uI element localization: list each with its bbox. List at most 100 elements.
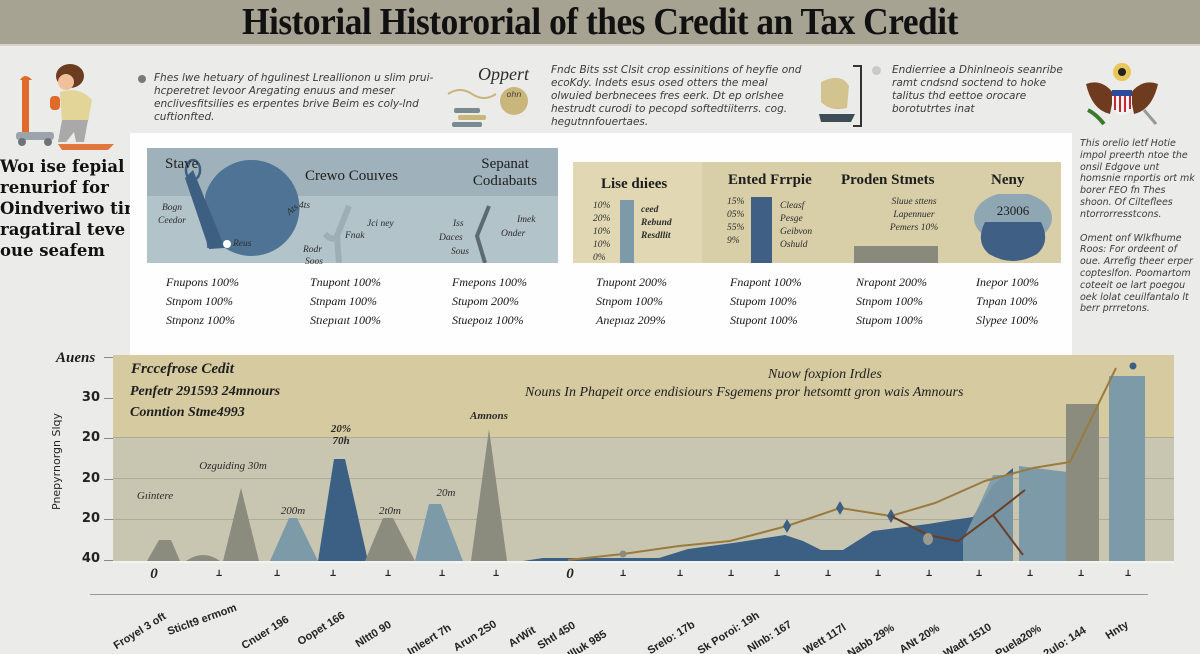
panel-title: Proden Stmets <box>841 172 935 188</box>
y-tick <box>104 479 114 480</box>
left-heading-line: Woı ise fepial <box>0 157 125 176</box>
panel-label: 4ts <box>299 201 311 211</box>
x-category-label: Froyel 3 oft <box>111 610 169 652</box>
left-heading-line: renuriof for <box>0 178 109 197</box>
x-tick-label: 0 <box>150 566 158 582</box>
chart-annotation-title: Nuow foxpion Irdles <box>768 367 882 382</box>
x-tick-icon: ⊥ <box>773 568 781 579</box>
right-note-para-2: Oment onf Wlkfhume Roos: For ordeent of … <box>1080 232 1193 315</box>
panel-label: Soos <box>305 257 323 267</box>
panel-lines: Sluue sttens Lapennuer Pemers 10% <box>889 197 939 233</box>
panel-circle-graphic <box>974 194 1052 261</box>
panel-title: Neny <box>991 172 1025 188</box>
panel-bar <box>620 200 634 263</box>
left-heading-line: oue seafem <box>0 241 105 260</box>
intro-block-2: Fndc Bits sst Clsit crop essinitions of … <box>551 64 811 129</box>
intro-heading-2: Oppert <box>478 64 529 84</box>
stats-column: Fnupons 100% Stnpom 100% Stnponz 100% <box>166 275 239 327</box>
intro-block-1: Fhes lwe hetuary of hgulinest Lrealliono… <box>138 72 438 124</box>
x-category-label: Nltt0 90 <box>353 618 394 650</box>
coins-illustration <box>447 87 528 127</box>
peak-label: Gıintere <box>136 490 174 502</box>
panel-label: Sous <box>451 247 469 257</box>
x-axis-line <box>113 561 1174 563</box>
panel-label: Reus <box>233 239 252 249</box>
stats-column: Fnapont 100% Stupom 100% Stupont 100% <box>730 275 802 327</box>
x-tick-icon: ⊥ <box>874 568 882 579</box>
intro-text-1: Fhes lwe hetuary of hgulinest Lrealliono… <box>154 72 434 123</box>
x-tick-icon: ⊥ <box>384 568 392 579</box>
x-category-label: Oopet 166 <box>295 609 348 648</box>
intro-block-3: Endierriee a Dhinlneois seanribe ramt cn… <box>872 64 1072 116</box>
y-tick-label: 20 <box>81 430 100 445</box>
panel-label: Bogn Ceedor <box>158 203 186 226</box>
x-tick-icon: ⊥ <box>273 568 281 579</box>
y-axis-title: Pnepyrnorgn Slqy <box>50 412 63 510</box>
panel-label: Iss <box>453 219 464 229</box>
person-scooter-illustration <box>16 64 114 150</box>
tan-panel: Lise dıiees 10% 20% 10% 10% 0% ceed Rebund Res… <box>573 162 1061 263</box>
x-tick-icon: ⊥ <box>925 568 933 579</box>
left-heading-line: Oindveriwo tine <box>0 199 130 218</box>
x-tick-icon: ⊥ <box>438 568 446 579</box>
y-axis-top-label: Auens <box>56 350 96 366</box>
peak-label: Amnons <box>470 410 508 422</box>
x-tick-icon: ⊥ <box>492 568 500 579</box>
chart-plot <box>147 362 1145 561</box>
stats-column: Tnupont 200% Stnpom 100% Anepıaz 209% <box>596 275 668 327</box>
y-tick-label: 20 <box>81 511 100 526</box>
stats-column: Tnupont 100% Stnpam 100% Stıepıaıt 100% <box>310 275 382 327</box>
bullet-icon <box>138 75 146 83</box>
header-bar: Historial Histororial of thes Credit an … <box>0 0 1200 46</box>
tan-panel-first <box>573 162 702 263</box>
grid-line <box>113 519 1174 520</box>
blue-panel-graphics <box>184 158 491 263</box>
x-tick-icon: ⊥ <box>329 568 337 579</box>
x-category-label: Srelo: 17b <box>645 618 698 654</box>
x-category-label: Puela20% <box>993 622 1044 654</box>
chart-annotation: Nouns In Phapeit orce endisiours Fsgemen… <box>525 385 964 400</box>
y-tick <box>104 560 114 561</box>
panel-label: Imek <box>517 215 536 225</box>
x-category-label: Wett 117l <box>801 621 849 654</box>
page-title: Historial Histororial of thes Credit an … <box>242 1 958 43</box>
panel-title: Ented Frrpie <box>728 172 812 188</box>
chart-annotation: Conntion Stme4993 <box>130 405 245 420</box>
y-tick-label: 20 <box>81 471 100 486</box>
stats-column: Fmepons 100% Stupom 200% Stuepoız 100% <box>452 275 527 327</box>
y-tick <box>104 357 114 358</box>
bullet-icon <box>872 66 881 75</box>
blue-panel: Stave Bogn Ceedor Reus Crewo Couıves Ats … <box>147 148 558 267</box>
eagle-seal-icon <box>1086 63 1158 126</box>
x-category-label: Cnuer 196 <box>239 613 292 652</box>
x-category-label: ArWit <box>506 624 538 650</box>
x-category-label: ANt 20% <box>897 622 942 654</box>
peak-label: 2t0m <box>379 505 401 517</box>
panel-title: Lise dıiees <box>601 176 668 192</box>
y-tick <box>104 438 114 439</box>
panel-label: Daces <box>439 233 463 243</box>
x-tick-icon: ⊥ <box>975 568 983 579</box>
x-category-label: Nabb 29% <box>845 621 897 654</box>
panel-title: Sepanat Codıabaıts <box>472 156 538 189</box>
x-category-label: 2ulo: 144 <box>1041 624 1089 654</box>
y-tick-label: 30 <box>81 390 100 405</box>
left-heading: Woı ise fepial renuriof for Oindveriwo t… <box>0 156 130 261</box>
coin-badge-text: ohn <box>506 90 522 99</box>
panel-labels: ceed Rebund Resdllit <box>641 205 672 241</box>
hand-illustration <box>819 65 862 127</box>
stats-column: Inepor 100% Tnpan 100% Slypee 100% <box>976 275 1039 327</box>
x-tick-icon: ⊥ <box>824 568 832 579</box>
chart-header-band <box>113 355 1174 437</box>
x-tick-icon: ⊥ <box>1026 568 1034 579</box>
panel-title: Crewo Couıves <box>305 168 398 184</box>
panel-title: Stave <box>165 156 199 172</box>
panel-bar <box>751 197 772 263</box>
panel-scale: 10% 20% 10% 10% 0% <box>593 201 611 263</box>
grid-line <box>113 478 1174 479</box>
y-tick <box>104 519 114 520</box>
chart-annotation: Penfetr 291593 24mnours <box>130 384 281 399</box>
panel-labels: Cleasf Pesge Geibvon Oshuld <box>780 201 813 250</box>
intro-text-2: Fndc Bits sst Clsit crop essinitions of … <box>551 64 802 128</box>
right-note: This orelio letf Hotie impol preerth nto… <box>1080 138 1200 327</box>
